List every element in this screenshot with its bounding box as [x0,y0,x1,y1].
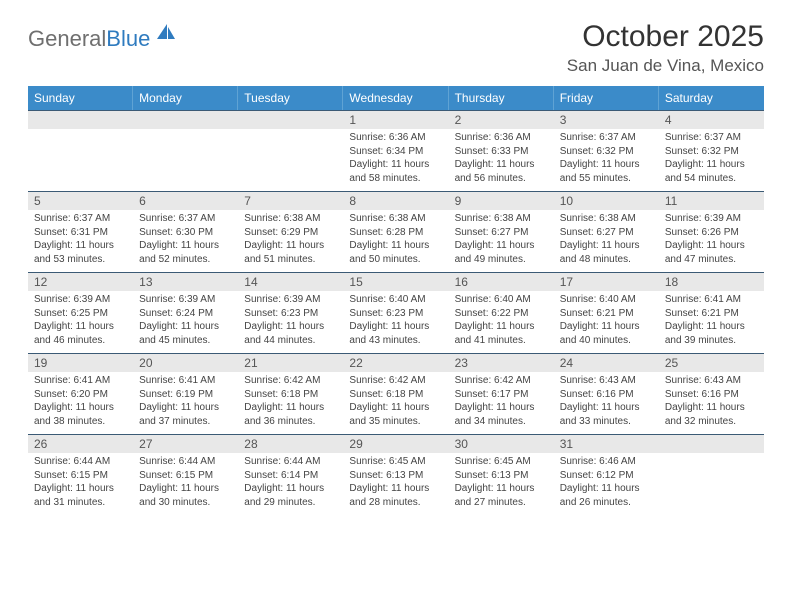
day-number: 15 [343,273,448,291]
day-detail: Sunrise: 6:39 AMSunset: 6:26 PMDaylight:… [659,210,764,272]
weekday-header: Friday [554,86,659,110]
day-number: 30 [449,435,554,453]
day-number: 28 [238,435,343,453]
day-detail [28,129,133,191]
daynum-row: 567891011 [28,191,764,210]
day-number [28,111,133,129]
daynum-row: 1234 [28,110,764,129]
day-detail: Sunrise: 6:45 AMSunset: 6:13 PMDaylight:… [449,453,554,515]
day-detail [659,453,764,515]
sail-icon [154,22,178,47]
day-number: 6 [133,192,238,210]
day-detail: Sunrise: 6:42 AMSunset: 6:17 PMDaylight:… [449,372,554,434]
day-detail: Sunrise: 6:36 AMSunset: 6:33 PMDaylight:… [449,129,554,191]
day-detail: Sunrise: 6:39 AMSunset: 6:24 PMDaylight:… [133,291,238,353]
day-number: 12 [28,273,133,291]
day-number: 19 [28,354,133,372]
day-detail: Sunrise: 6:43 AMSunset: 6:16 PMDaylight:… [659,372,764,434]
day-number: 20 [133,354,238,372]
day-number: 7 [238,192,343,210]
weekday-header: Saturday [659,86,764,110]
day-number: 13 [133,273,238,291]
day-number: 17 [554,273,659,291]
logo-text: GeneralBlue [28,26,150,52]
day-detail: Sunrise: 6:41 AMSunset: 6:21 PMDaylight:… [659,291,764,353]
weekday-header: Thursday [449,86,554,110]
weekday-header: Monday [133,86,238,110]
header: GeneralBlue October 2025 San Juan de Vin… [28,20,764,76]
day-detail: Sunrise: 6:40 AMSunset: 6:22 PMDaylight:… [449,291,554,353]
day-detail: Sunrise: 6:39 AMSunset: 6:25 PMDaylight:… [28,291,133,353]
day-number: 29 [343,435,448,453]
day-detail: Sunrise: 6:39 AMSunset: 6:23 PMDaylight:… [238,291,343,353]
day-number: 21 [238,354,343,372]
day-detail: Sunrise: 6:37 AMSunset: 6:32 PMDaylight:… [659,129,764,191]
day-detail: Sunrise: 6:37 AMSunset: 6:31 PMDaylight:… [28,210,133,272]
day-number: 23 [449,354,554,372]
day-number: 11 [659,192,764,210]
detail-row: Sunrise: 6:36 AMSunset: 6:34 PMDaylight:… [28,129,764,191]
weekday-header-row: SundayMondayTuesdayWednesdayThursdayFrid… [28,86,764,110]
day-number: 31 [554,435,659,453]
day-detail: Sunrise: 6:44 AMSunset: 6:14 PMDaylight:… [238,453,343,515]
day-detail: Sunrise: 6:46 AMSunset: 6:12 PMDaylight:… [554,453,659,515]
day-number: 18 [659,273,764,291]
weeks-container: 1234Sunrise: 6:36 AMSunset: 6:34 PMDayli… [28,110,764,515]
day-number [659,435,764,453]
day-number: 1 [343,111,448,129]
day-number: 8 [343,192,448,210]
detail-row: Sunrise: 6:44 AMSunset: 6:15 PMDaylight:… [28,453,764,515]
day-number: 27 [133,435,238,453]
day-detail: Sunrise: 6:40 AMSunset: 6:21 PMDaylight:… [554,291,659,353]
day-number: 22 [343,354,448,372]
logo-part2: Blue [106,26,150,51]
day-number: 4 [659,111,764,129]
title-block: October 2025 San Juan de Vina, Mexico [567,20,764,76]
weekday-header: Sunday [28,86,133,110]
day-number: 25 [659,354,764,372]
day-detail: Sunrise: 6:36 AMSunset: 6:34 PMDaylight:… [343,129,448,191]
day-number: 14 [238,273,343,291]
day-number: 24 [554,354,659,372]
month-title: October 2025 [567,20,764,54]
day-number: 5 [28,192,133,210]
day-detail: Sunrise: 6:42 AMSunset: 6:18 PMDaylight:… [238,372,343,434]
day-number: 3 [554,111,659,129]
detail-row: Sunrise: 6:41 AMSunset: 6:20 PMDaylight:… [28,372,764,434]
day-detail: Sunrise: 6:41 AMSunset: 6:20 PMDaylight:… [28,372,133,434]
day-detail: Sunrise: 6:40 AMSunset: 6:23 PMDaylight:… [343,291,448,353]
weekday-header: Tuesday [238,86,343,110]
day-number [238,111,343,129]
day-number: 10 [554,192,659,210]
day-detail: Sunrise: 6:44 AMSunset: 6:15 PMDaylight:… [28,453,133,515]
day-detail: Sunrise: 6:45 AMSunset: 6:13 PMDaylight:… [343,453,448,515]
day-detail: Sunrise: 6:44 AMSunset: 6:15 PMDaylight:… [133,453,238,515]
day-detail: Sunrise: 6:37 AMSunset: 6:30 PMDaylight:… [133,210,238,272]
weekday-header: Wednesday [343,86,448,110]
day-detail: Sunrise: 6:38 AMSunset: 6:27 PMDaylight:… [449,210,554,272]
calendar: SundayMondayTuesdayWednesdayThursdayFrid… [28,86,764,515]
daynum-row: 262728293031 [28,434,764,453]
daynum-row: 12131415161718 [28,272,764,291]
day-detail: Sunrise: 6:37 AMSunset: 6:32 PMDaylight:… [554,129,659,191]
day-detail [238,129,343,191]
detail-row: Sunrise: 6:37 AMSunset: 6:31 PMDaylight:… [28,210,764,272]
day-detail: Sunrise: 6:43 AMSunset: 6:16 PMDaylight:… [554,372,659,434]
detail-row: Sunrise: 6:39 AMSunset: 6:25 PMDaylight:… [28,291,764,353]
day-number [133,111,238,129]
day-number: 26 [28,435,133,453]
logo: GeneralBlue [28,26,178,52]
logo-part1: General [28,26,106,51]
day-detail: Sunrise: 6:38 AMSunset: 6:27 PMDaylight:… [554,210,659,272]
day-detail [133,129,238,191]
daynum-row: 19202122232425 [28,353,764,372]
day-number: 16 [449,273,554,291]
day-detail: Sunrise: 6:38 AMSunset: 6:28 PMDaylight:… [343,210,448,272]
day-detail: Sunrise: 6:42 AMSunset: 6:18 PMDaylight:… [343,372,448,434]
day-detail: Sunrise: 6:41 AMSunset: 6:19 PMDaylight:… [133,372,238,434]
day-detail: Sunrise: 6:38 AMSunset: 6:29 PMDaylight:… [238,210,343,272]
day-number: 9 [449,192,554,210]
day-number: 2 [449,111,554,129]
location: San Juan de Vina, Mexico [567,56,764,76]
